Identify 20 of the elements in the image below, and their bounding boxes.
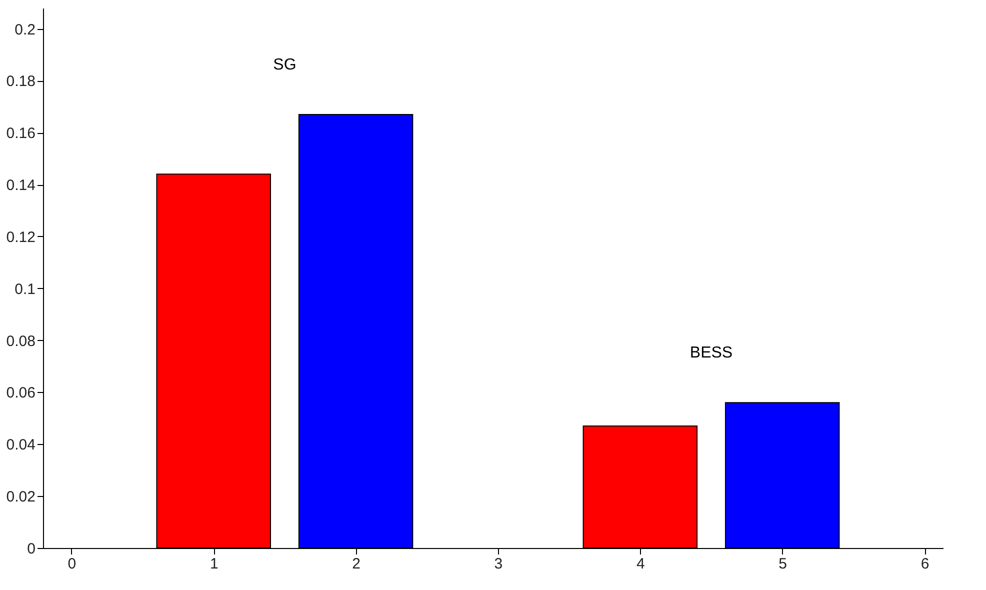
x-tick-label: 0	[68, 556, 76, 572]
y-tick-label: 0.1	[14, 280, 36, 298]
y-tick-label: 0.04	[6, 436, 36, 454]
x-tick-label: 3	[494, 556, 503, 572]
y-tick-label: 0.06	[6, 384, 36, 402]
y-tick-label: 0.16	[6, 125, 36, 142]
y-tick-label: 0.18	[6, 73, 36, 90]
x-tick-label: 2	[352, 556, 360, 572]
annotation: BESS	[690, 344, 733, 362]
x-tick-label: 6	[920, 556, 930, 572]
annotation: SG	[273, 56, 296, 74]
y-tick-label: 0.14	[6, 177, 36, 194]
y-tick-label: 0.12	[6, 228, 36, 246]
y-tick-label: 0.2	[14, 21, 36, 38]
x-tick-label: 1	[210, 556, 218, 572]
x-tick-label: 4	[636, 556, 645, 572]
x-tick-label: 5	[778, 556, 788, 572]
y-tick-label: 0.02	[6, 488, 36, 506]
y-tick-label: 0	[27, 540, 36, 558]
y-tick-label: 0.08	[6, 332, 36, 350]
